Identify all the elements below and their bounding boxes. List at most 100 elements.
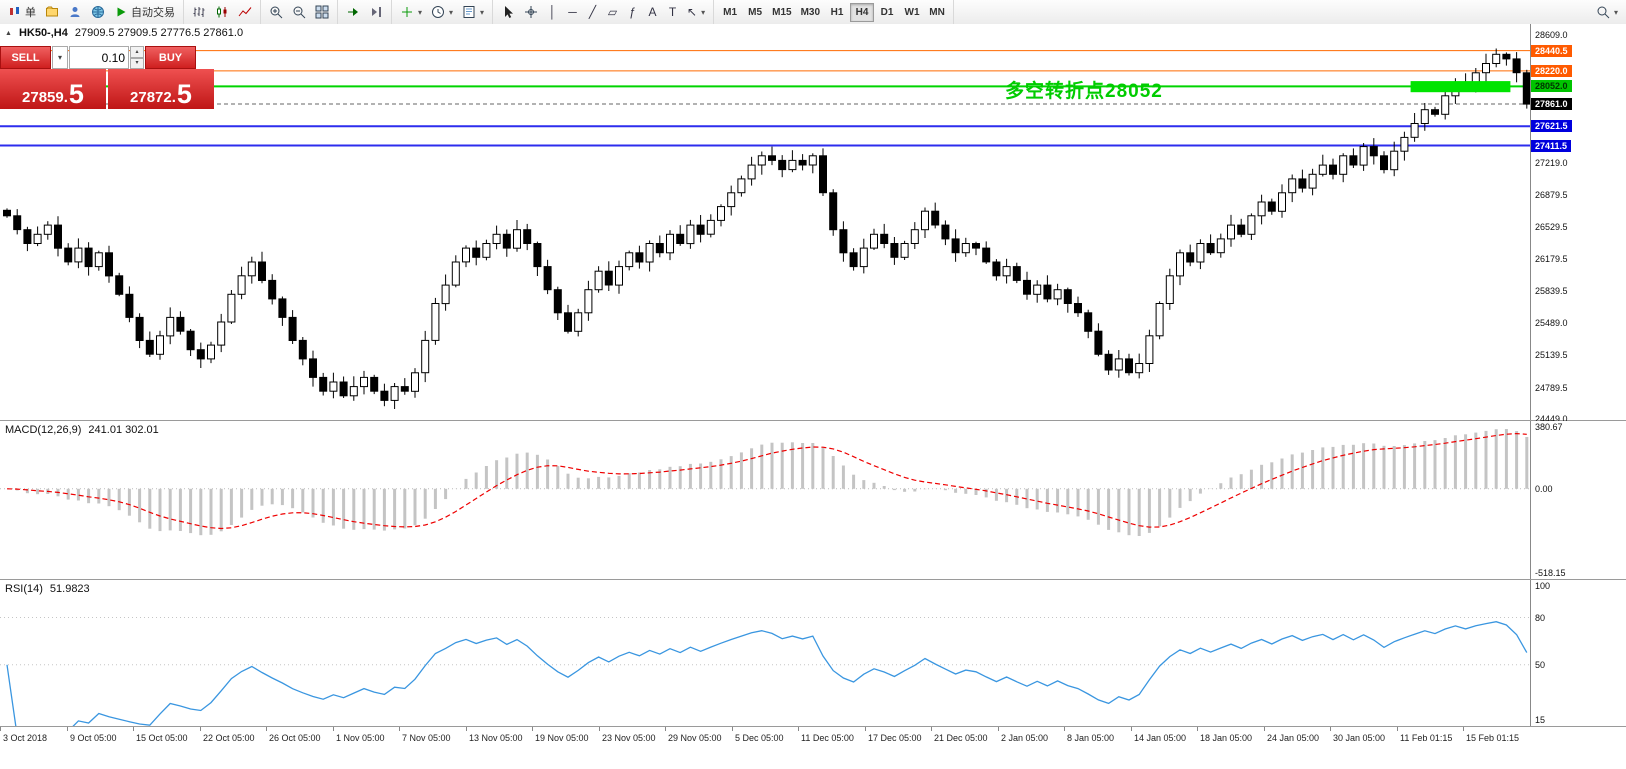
time-axis-tick: [1330, 727, 1331, 731]
candlestick-chart[interactable]: [0, 24, 1530, 420]
text-tool-icon: A: [648, 5, 657, 19]
rsi-pane[interactable]: RSI(14) 51.9823 100 80 50 15: [0, 580, 1626, 727]
vertical-line-icon: │: [548, 5, 557, 19]
pivot-annotation-text[interactable]: 多空转折点28052: [1005, 81, 1163, 102]
zoom-in-button[interactable]: [265, 2, 287, 22]
indicators-button[interactable]: ▾: [396, 2, 426, 22]
price-chart-pane[interactable]: ▲ HK50-,H4 27909.5 27909.5 27776.5 27861…: [0, 24, 1626, 424]
timeframe-M15-button[interactable]: M15: [768, 3, 795, 22]
timeframe-M30-button[interactable]: M30: [797, 3, 824, 22]
collapse-chart-icon[interactable]: ▲: [5, 29, 12, 37]
crosshair-tool-button[interactable]: [520, 2, 542, 22]
metaeditor-button[interactable]: [41, 2, 63, 22]
arrows-tool-button[interactable]: ↖ ▾: [683, 2, 709, 22]
trendline-tool-button[interactable]: ╱: [583, 2, 602, 22]
time-axis-label: 5 Dec 05:00: [735, 733, 784, 743]
community-button[interactable]: [87, 2, 109, 22]
timeframe-W1-button[interactable]: W1: [900, 3, 924, 22]
volume-down-button[interactable]: ▾: [130, 57, 144, 69]
macd-values: 241.01 302.01: [88, 424, 159, 436]
crosshair-icon: [525, 6, 538, 18]
axis-tick-label: 26879.5: [1535, 189, 1568, 200]
text-tool-button[interactable]: A: [643, 2, 662, 22]
timeframe-MN-button[interactable]: MN: [925, 3, 949, 22]
axis-tick-label: 80: [1535, 612, 1546, 623]
time-axis-tick: [133, 727, 134, 731]
volume-input[interactable]: [69, 46, 129, 69]
macd-header: MACD(12,26,9) 241.01 302.01: [5, 424, 159, 436]
zoom-out-button[interactable]: [288, 2, 310, 22]
clock-icon: [432, 6, 445, 18]
auto-trading-label: 自动交易: [131, 7, 175, 19]
axis-tick-label: 25839.5: [1535, 285, 1568, 296]
sell-price[interactable]: 27859. 5: [0, 69, 106, 109]
chevron-down-icon: ▾: [1613, 7, 1618, 17]
chart-bars-button[interactable]: [188, 2, 210, 22]
time-axis-tick: [466, 727, 467, 731]
time-axis-label: 11 Dec 05:00: [801, 733, 854, 743]
trendline-icon: ╱: [588, 5, 597, 19]
templates-button[interactable]: ▾: [458, 2, 488, 22]
chevron-down-icon: ▾: [701, 7, 706, 17]
time-axis-label: 1 Nov 05:00: [336, 733, 385, 743]
chart-line-button[interactable]: [234, 2, 256, 22]
timeframe-H1-button[interactable]: H1: [825, 3, 849, 22]
time-axis-label: 30 Jan 05:00: [1333, 733, 1386, 743]
label-tool-button[interactable]: T: [663, 2, 682, 22]
timeframe-M5-button[interactable]: M5: [743, 3, 767, 22]
macd-axis[interactable]: 380.67 0.00 -518.15: [1530, 421, 1626, 579]
options-button[interactable]: [64, 2, 86, 22]
axis-tick-label: 24789.5: [1535, 382, 1568, 393]
sell-price-big-digit: 5: [68, 79, 84, 110]
axis-tick-label: 100: [1535, 581, 1551, 591]
label-tool-icon: T: [668, 5, 677, 19]
cursor-tool-button[interactable]: [497, 2, 519, 22]
sell-button[interactable]: SELL: [0, 46, 51, 69]
chart-shift-button[interactable]: [365, 2, 387, 22]
chevron-down-icon: ▾: [418, 7, 423, 17]
time-axis-label: 18 Jan 05:00: [1200, 733, 1253, 743]
axis-tick-label: 26179.5: [1535, 254, 1568, 265]
time-axis-tick: [399, 727, 400, 731]
new-order-button[interactable]: 单: [4, 2, 40, 22]
channel-tool-button[interactable]: ▱: [603, 2, 622, 22]
auto-scroll-icon: [348, 8, 358, 16]
axis-tick-label: 50: [1535, 659, 1546, 670]
rsi-header: RSI(14) 51.9823: [5, 583, 90, 595]
timeframe-H4-button[interactable]: H4: [850, 2, 875, 22]
line-chart-icon: [238, 7, 252, 17]
tile-windows-button[interactable]: [311, 2, 333, 22]
time-axis-tick: [67, 727, 68, 731]
rsi-axis[interactable]: 100 80 50 15: [1530, 580, 1626, 726]
periods-button[interactable]: ▾: [427, 2, 457, 22]
zoom-in-icon: [270, 6, 283, 19]
time-axis[interactable]: 3 Oct 2018 9 Oct 05:00 15 Oct 05:00 22 Oct …: [0, 727, 1626, 747]
volume-up-button[interactable]: ▴: [130, 46, 144, 58]
buy-button[interactable]: BUY: [145, 46, 196, 69]
time-axis-tick: [1463, 727, 1464, 731]
time-axis-tick: [1197, 727, 1198, 731]
auto-trading-button[interactable]: 自动交易: [110, 2, 179, 22]
axis-tick-label: 26529.5: [1535, 221, 1568, 232]
vertical-line-tool-button[interactable]: │: [543, 2, 562, 22]
time-axis-tick: [1131, 727, 1132, 731]
chart-candles-button[interactable]: [211, 2, 233, 22]
time-axis-label: 17 Dec 05:00: [868, 733, 922, 743]
new-order-label: 单: [25, 7, 36, 19]
time-axis-label: 11 Feb 01:15: [1400, 733, 1453, 743]
macd-pane[interactable]: MACD(12,26,9) 241.01 302.01 380.67 0.00 -5…: [0, 421, 1626, 580]
time-axis-tick: [1264, 727, 1265, 731]
auto-scroll-button[interactable]: [342, 2, 364, 22]
timeframe-D1-button[interactable]: D1: [875, 3, 899, 22]
globe-icon: [92, 6, 104, 18]
fibonacci-tool-button[interactable]: ƒ: [623, 2, 642, 22]
horizontal-line-tool-button[interactable]: ─: [563, 2, 582, 22]
time-axis-label: 13 Nov 05:00: [469, 733, 523, 743]
volume-dropdown-button[interactable]: ▾: [52, 46, 68, 69]
buy-price[interactable]: 27872. 5: [108, 69, 214, 109]
price-axis[interactable]: 28609.0 27219.0 26879.5 26529.5 26179.5 25839…: [1530, 24, 1626, 424]
timeframe-M1-button[interactable]: M1: [718, 3, 742, 22]
search-button[interactable]: ▾: [1592, 2, 1622, 22]
rsi-label: RSI(14): [5, 583, 43, 595]
user-icon: [70, 7, 80, 17]
